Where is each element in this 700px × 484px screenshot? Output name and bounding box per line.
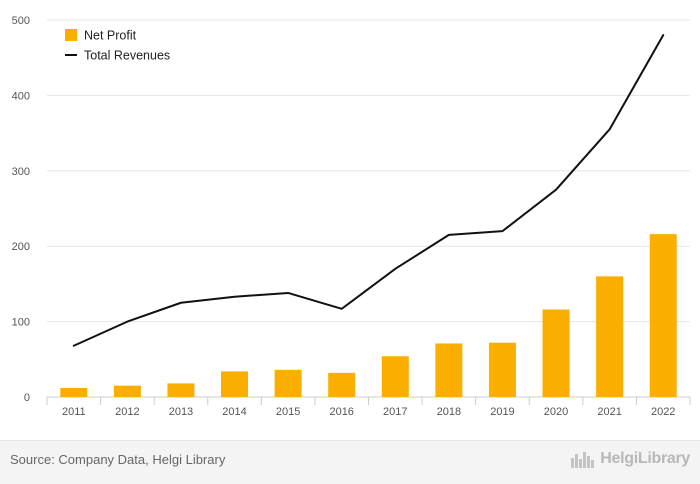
x-tick-label: 2021: [597, 406, 621, 418]
net-profit-bar-2015: [275, 370, 302, 397]
net-profit-bar-2018: [435, 343, 462, 397]
x-tick-label: 2016: [329, 406, 353, 418]
x-tick-label: 2011: [62, 406, 86, 418]
y-tick-label: 0: [24, 392, 30, 404]
net-profit-bar-2013: [167, 383, 194, 397]
city-skyline-icon: [570, 450, 596, 468]
total-revenues-line: [74, 35, 664, 346]
x-tick-label: 2014: [222, 406, 246, 418]
source-note: Source: Company Data, Helgi Library: [10, 452, 225, 467]
x-tick-label: 2018: [437, 406, 461, 418]
x-axis: 2011 2012 2013 2014 2015 2016 2017 2018 2019 2020…: [47, 397, 690, 418]
net-profit-bar-2017: [382, 356, 409, 397]
net-profit-bar-2021: [596, 276, 623, 397]
total-revenues-polyline: [74, 35, 663, 346]
y-tick-label: 100: [12, 317, 30, 329]
net-profit-bar-2020: [543, 310, 570, 397]
y-tick-label: 500: [12, 15, 30, 27]
legend-label-net-profit: Net Profit: [84, 29, 137, 43]
x-tick-label: 2022: [651, 406, 675, 418]
legend-label-total-revenues: Total Revenues: [84, 49, 170, 63]
brand-name: HelgiLibrary: [600, 450, 690, 468]
x-tick-label: 2019: [490, 406, 514, 418]
y-tick-label: 300: [12, 166, 30, 178]
x-tick-label: 2012: [115, 406, 139, 418]
net-profit-bar-2016: [328, 373, 355, 397]
legend-swatch-net-profit: [65, 29, 77, 41]
net-profit-bar-2014: [221, 371, 248, 397]
y-axis: 0 100 200 300 400 500: [12, 15, 30, 404]
net-profit-bar-2022: [650, 234, 677, 397]
gridlines: [47, 20, 690, 397]
y-tick-label: 200: [12, 241, 30, 253]
y-tick-label: 400: [12, 90, 30, 102]
net-profit-bar-2019: [489, 343, 516, 397]
x-tick-label: 2020: [544, 406, 568, 418]
x-tick-label: 2017: [383, 406, 407, 418]
x-tick-label: 2015: [276, 406, 300, 418]
net-profit-bars: [60, 234, 676, 397]
net-profit-bar-2012: [114, 386, 141, 397]
x-tick-label: 2013: [169, 406, 193, 418]
net-profit-bar-2011: [60, 388, 87, 397]
brand-logo: HelgiLibrary: [570, 450, 690, 468]
footer: Source: Company Data, Helgi Library Helg…: [0, 440, 700, 484]
legend: Net Profit Total Revenues: [65, 29, 170, 63]
